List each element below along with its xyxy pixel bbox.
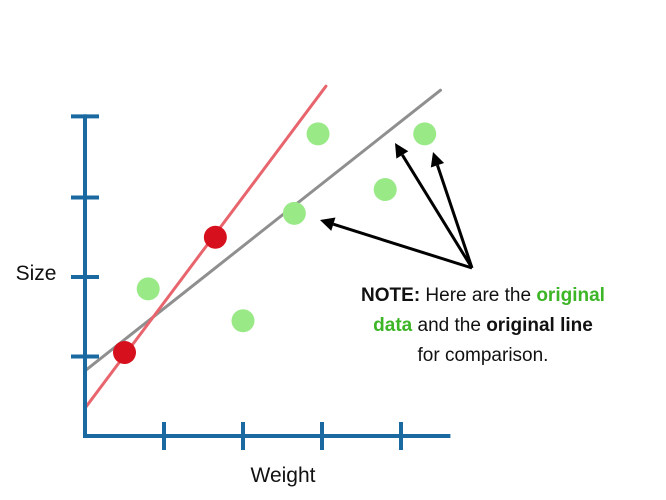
arrow-head (320, 217, 336, 231)
note-text-2: and the (412, 315, 487, 336)
original-data-point (282, 201, 306, 225)
y-axis-label: Size (16, 262, 57, 285)
new-data-point (113, 341, 136, 365)
arrow-head (395, 143, 409, 159)
arrow-shaft (332, 222, 473, 270)
note-text-1: Here are the (420, 285, 537, 306)
original-data-point (231, 309, 255, 333)
original-data-point (136, 277, 160, 301)
note-text-3: for comparison. (417, 345, 549, 366)
new-data-point (203, 225, 227, 249)
original-data-point (306, 122, 330, 146)
original-line (83, 88, 442, 373)
original-data-point (413, 122, 437, 146)
data-points (113, 122, 437, 365)
x-axis-label: Weight (251, 464, 316, 487)
axes (71, 114, 451, 450)
annotation-arrows (320, 143, 474, 270)
note-highlight-data: data (373, 315, 413, 336)
arrow-head (430, 152, 445, 168)
arrow-shaft (436, 164, 474, 269)
note-original-line: original line (486, 315, 593, 336)
original-data-point (373, 178, 397, 202)
arrow-shaft (401, 154, 474, 269)
note-prefix: NOTE: (361, 285, 421, 306)
note-highlight-original: original (536, 285, 605, 306)
annotation-note: NOTE: Here are the original data and the… (338, 281, 628, 371)
